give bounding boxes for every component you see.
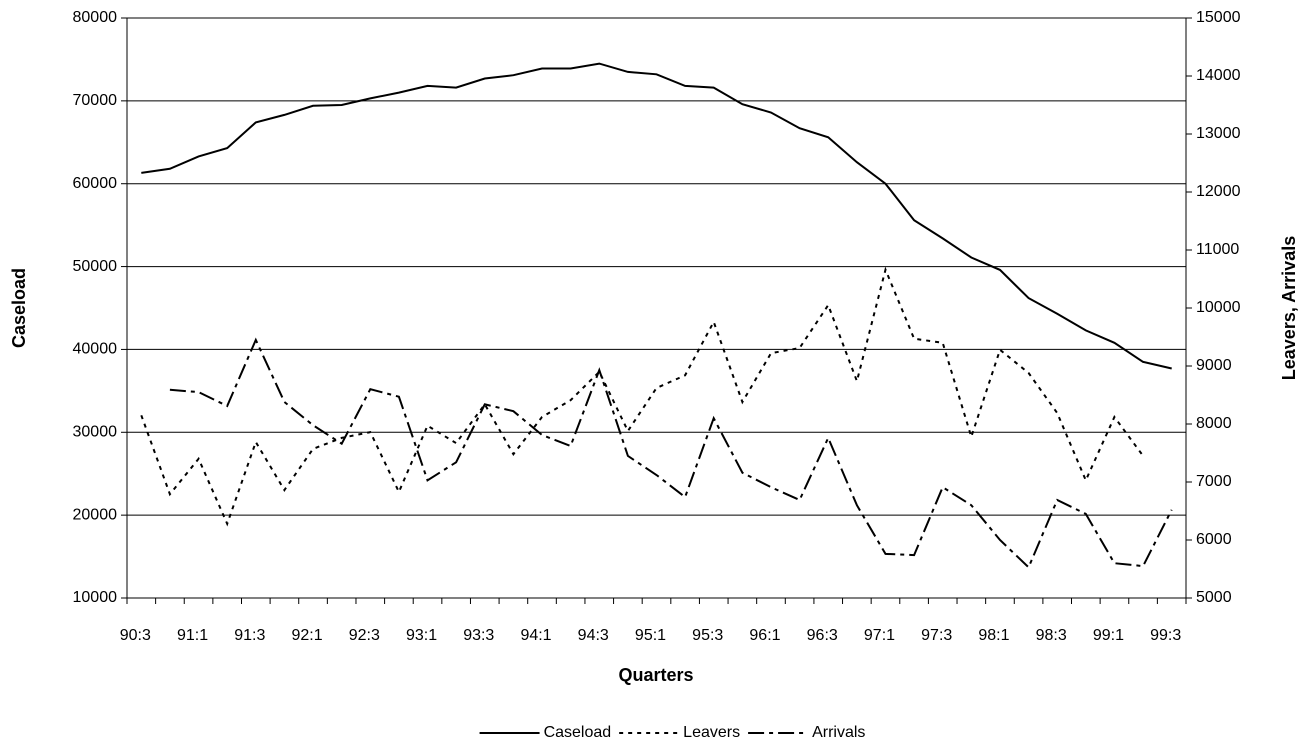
line-series <box>169 337 1173 570</box>
legend-label: Caseload <box>544 724 612 741</box>
y-tick-label: 20000 <box>73 506 118 523</box>
y-tick-label: 10000 <box>73 589 118 606</box>
y2-tick-label: 13000 <box>1196 125 1241 142</box>
x-tick-label: 91:3 <box>234 627 265 644</box>
line-series <box>141 62 1172 370</box>
y2-tick-label: 8000 <box>1196 415 1232 432</box>
legend-label: Arrivals <box>812 724 865 741</box>
y-tick-label: 30000 <box>73 424 118 441</box>
x-tick-label: 98:1 <box>978 627 1009 644</box>
y2-tick-label: 15000 <box>1196 9 1241 26</box>
x-tick-label: 95:3 <box>692 627 723 644</box>
x-tick-label: 96:3 <box>807 627 838 644</box>
y-tick-label: 50000 <box>73 258 118 275</box>
x-tick-label: 97:3 <box>921 627 952 644</box>
x-tick-label: 94:1 <box>520 627 551 644</box>
y2-tick-label: 5000 <box>1196 589 1232 606</box>
legend-label: Leavers <box>683 724 740 741</box>
y-tick-label: 80000 <box>73 9 118 26</box>
y2-tick-label: 9000 <box>1196 357 1232 374</box>
x-tick-label: 92:3 <box>349 627 380 644</box>
x-tick-label: 93:3 <box>463 627 494 644</box>
x-tick-label: 99:1 <box>1093 627 1124 644</box>
y-tick-label: 40000 <box>73 341 118 358</box>
y-tick-label: 60000 <box>73 175 118 192</box>
x-axis-label: Quarters <box>618 665 693 685</box>
x-tick-label: 93:1 <box>406 627 437 644</box>
y2-tick-label: 10000 <box>1196 299 1241 316</box>
x-tick-label: 92:1 <box>291 627 322 644</box>
y2-tick-label: 14000 <box>1196 67 1241 84</box>
y2-tick-label: 12000 <box>1196 183 1241 200</box>
x-tick-label: 99:3 <box>1150 627 1181 644</box>
x-tick-label: 97:1 <box>864 627 895 644</box>
y2-axis-label: Leavers, Arrivals <box>1279 236 1299 380</box>
x-tick-label: 96:1 <box>749 627 780 644</box>
x-tick-label: 98:3 <box>1036 627 1067 644</box>
y-axis-label: Caseload <box>9 268 29 348</box>
y2-tick-label: 7000 <box>1196 473 1232 490</box>
line-series <box>140 266 1144 527</box>
y2-tick-label: 6000 <box>1196 531 1232 548</box>
y-tick-label: 70000 <box>73 92 118 109</box>
x-tick-label: 94:3 <box>578 627 609 644</box>
x-tick-label: 95:1 <box>635 627 666 644</box>
x-tick-label: 91:1 <box>177 627 208 644</box>
x-tick-label: 90:3 <box>120 627 151 644</box>
y2-tick-label: 11000 <box>1196 241 1239 258</box>
